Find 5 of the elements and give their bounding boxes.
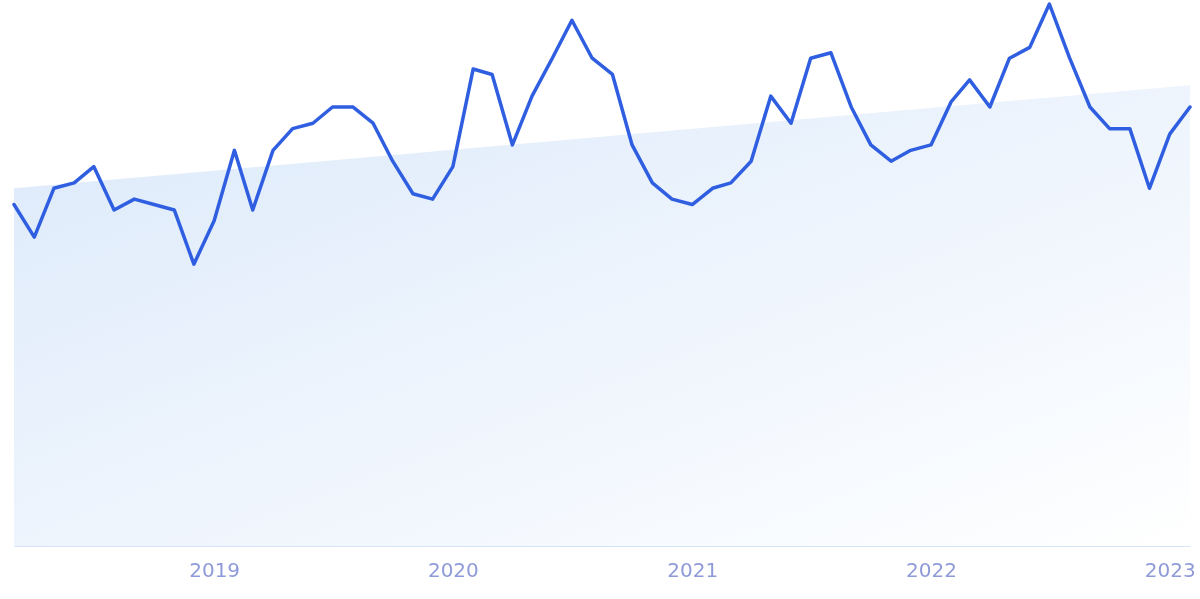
x-tick-label: 2021: [667, 557, 719, 582]
x-tick-label: 2023: [1144, 557, 1196, 582]
x-tick-label: 2019: [189, 557, 241, 582]
x-tick-label: 2020: [427, 557, 479, 582]
x-tick-label: 2022: [906, 557, 957, 582]
